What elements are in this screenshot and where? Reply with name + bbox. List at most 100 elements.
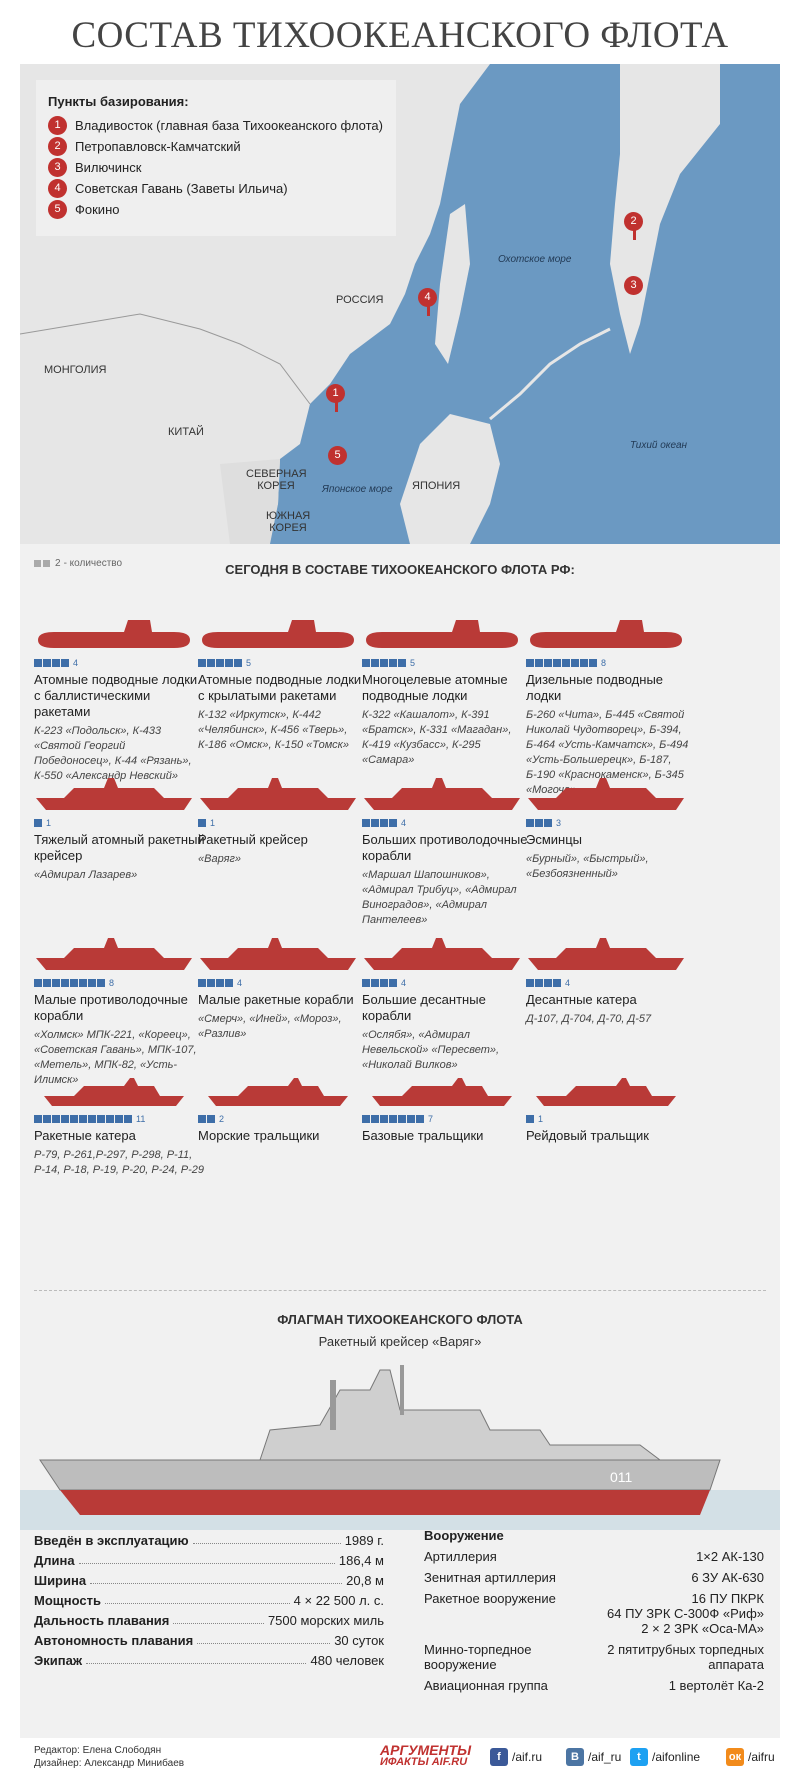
- spec-row: Экипаж 480 человек: [34, 1648, 384, 1668]
- warship-icon: [200, 778, 356, 810]
- quantity-square: [207, 659, 215, 667]
- quantity-square: [371, 1115, 379, 1123]
- vessel-class-name: Атомные подводные лодки с крылатыми раке…: [198, 672, 362, 703]
- aif-logo[interactable]: АРГУМЕНТЫ ИФАКТЫ AIF.RU: [380, 1742, 472, 1768]
- quantity-number: 11: [136, 1114, 146, 1124]
- warship-icon: [528, 938, 684, 970]
- fleet-card: 1 Рейдовый тральщик: [526, 1070, 698, 1144]
- quantity-square: [526, 1115, 534, 1123]
- hull-number: 011: [610, 1469, 633, 1485]
- social-link[interactable]: В/aif_ru: [566, 1748, 621, 1766]
- quantity-square: [407, 1115, 415, 1123]
- vessel-names: «Бурный», «Быстрый», «Безбоязненный»: [526, 853, 649, 880]
- social-link[interactable]: ок/aifru: [726, 1748, 775, 1766]
- quantity-square: [535, 819, 543, 827]
- quantity-number: 5: [410, 658, 416, 668]
- quantity-square: [389, 659, 397, 667]
- credits: Редактор: Елена Слободян Дизайнер: Алекс…: [34, 1744, 184, 1770]
- social-link[interactable]: t/aifonline: [630, 1748, 700, 1766]
- warship-icon: [200, 938, 356, 970]
- base-item-5: 5 Фокино: [48, 199, 384, 220]
- quantity-square: [526, 979, 534, 987]
- quantity-bar: 4: [362, 818, 534, 828]
- fleet-heading: СЕГОДНЯ В СОСТАВЕ ТИХООКЕАНСКОГО ФЛОТА Р…: [225, 562, 575, 577]
- quantity-bar: 4: [34, 658, 206, 668]
- spec-row: Автономность плавания 30 суток: [34, 1628, 384, 1648]
- footer: Редактор: Елена Слободян Дизайнер: Алекс…: [20, 1738, 780, 1779]
- warship-icon: [36, 938, 192, 970]
- quantity-square: [544, 659, 552, 667]
- spec-value: 4 × 22 500 л. с.: [293, 1593, 384, 1608]
- quantity-bar: 11: [34, 1114, 206, 1124]
- spec-row: Дальность плавания 7500 морских миль: [34, 1608, 384, 1628]
- quantity-square: [544, 979, 552, 987]
- quantity-square: [526, 659, 534, 667]
- quantity-square: [70, 979, 78, 987]
- armament-row: Ракетное вооружение 16 ПУ ПКРК 64 ПУ ЗРК …: [424, 1591, 764, 1636]
- vessel-class-name: Больших противолодочные корабли: [362, 832, 528, 863]
- base-label: Владивосток (главная база Тихоокеанского…: [75, 118, 383, 133]
- spec-value: 1989 г.: [344, 1533, 384, 1548]
- spec-label: Экипаж: [34, 1653, 83, 1668]
- quantity-square: [198, 819, 206, 827]
- quantity-square: [371, 659, 379, 667]
- quantity-number: 4: [237, 978, 243, 988]
- boat-icon: [208, 1078, 348, 1106]
- base-number-badge: 4: [48, 179, 67, 198]
- quantity-bar: 4: [526, 978, 698, 988]
- armament-label: Ракетное вооружение: [424, 1591, 556, 1606]
- social-link[interactable]: f/aif.ru: [490, 1748, 542, 1766]
- legend-text: - количество: [63, 558, 123, 569]
- quantity-number: 1: [210, 818, 216, 828]
- quantity-bar: 1: [34, 818, 206, 828]
- quantity-square: [216, 659, 224, 667]
- armament: Вооружение Артиллерия 1×2 АК-130 Зенитная …: [424, 1528, 764, 1699]
- social-icon: В: [566, 1748, 584, 1766]
- quantity-square: [79, 1115, 87, 1123]
- armament-row: Зенитная артиллерия 6 ЗУ АК-630: [424, 1570, 764, 1585]
- dotted-leader: [90, 1583, 343, 1584]
- map-label-japan: ЯПОНИЯ: [412, 480, 461, 492]
- base-number-badge: 5: [48, 200, 67, 219]
- quantity-square: [61, 1115, 69, 1123]
- map-label-mongolia: МОНГОЛИЯ: [44, 364, 107, 376]
- armament-label: Зенитная артиллерия: [424, 1570, 556, 1585]
- quantity-square: [553, 979, 561, 987]
- quantity-square: [362, 659, 370, 667]
- editor-credit: Редактор: Елена Слободян: [34, 1745, 162, 1756]
- fleet-card: 1 Ракетный крейсер «Варяг»: [198, 774, 370, 867]
- quantity-square: [106, 1115, 114, 1123]
- spec-label: Ширина: [34, 1573, 87, 1588]
- armament-label: Авиационная группа: [424, 1678, 548, 1693]
- base-label: Советская Гавань (Заветы Ильича): [75, 181, 288, 196]
- quantity-square: [535, 659, 543, 667]
- quantity-number: 2: [219, 1114, 225, 1124]
- quantity-square: [198, 659, 206, 667]
- quantity-square: [553, 659, 561, 667]
- page-title: СОСТАВ ТИХООКЕАНСКОГО ФЛОТА РОССИИ: [71, 15, 729, 128]
- dotted-leader: [86, 1663, 307, 1664]
- social-icon: f: [490, 1748, 508, 1766]
- quantity-number: 3: [556, 818, 562, 828]
- vessel-names: Д-107, Д-704, Д-70, Д-57: [526, 1013, 652, 1025]
- quantity-square: [88, 979, 96, 987]
- fleet-card: 7 Базовые тральщики: [362, 1070, 534, 1144]
- base-item-1: 1 Владивосток (главная база Тихоокеанског…: [48, 115, 384, 136]
- quantity-number: 1: [538, 1114, 544, 1124]
- quantity-square: [216, 979, 224, 987]
- warship-icon: [364, 938, 520, 970]
- quantity-square: [198, 1115, 206, 1123]
- quantity-square: [371, 979, 379, 987]
- spec-value: 20,8 м: [346, 1573, 384, 1588]
- fleet-section: 2 - количество СЕГОДНЯ В СОСТАВЕ ТИХООКЕА…: [20, 544, 780, 1738]
- map-label-china: КИТАЙ: [168, 426, 204, 438]
- flagship-illustration: 011: [20, 1350, 780, 1530]
- quantity-square: [380, 979, 388, 987]
- flagship-specs: Введён в эксплуатацию 1989 г. Длина 186,4 м…: [20, 1528, 780, 1779]
- vessel-class-name: Морские тральщики: [198, 1128, 320, 1143]
- boat-icon: [44, 1078, 184, 1106]
- quantity-square: [389, 819, 397, 827]
- base-number-badge: 2: [48, 137, 67, 156]
- quantity-square: [589, 659, 597, 667]
- base-item-4: 4 Советская Гавань (Заветы Ильича): [48, 178, 384, 199]
